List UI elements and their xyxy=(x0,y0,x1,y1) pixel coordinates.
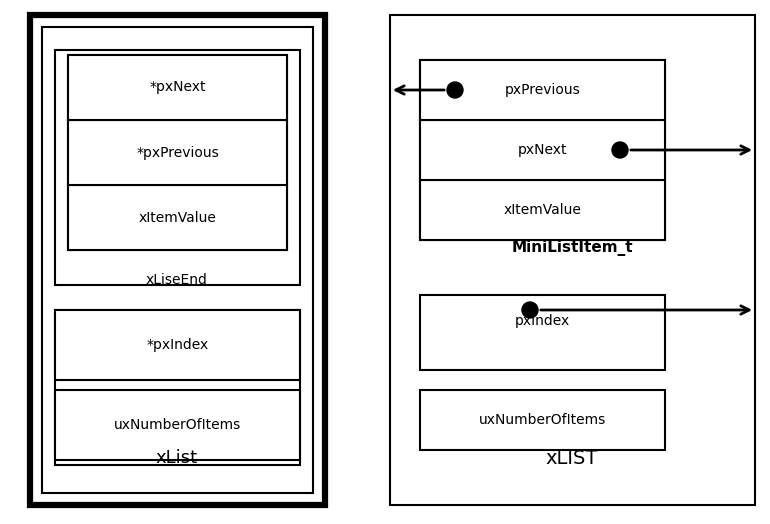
Text: pxNext: pxNext xyxy=(517,143,567,157)
Bar xyxy=(420,60,665,120)
Text: *pxNext: *pxNext xyxy=(149,81,206,94)
Bar xyxy=(55,310,300,380)
Text: pxPrevious: pxPrevious xyxy=(504,83,581,97)
Bar xyxy=(68,120,287,185)
Text: uxNumberOfItems: uxNumberOfItems xyxy=(479,413,606,427)
Circle shape xyxy=(447,82,463,98)
Bar xyxy=(68,55,287,250)
Text: MiniListItem_t: MiniListItem_t xyxy=(511,240,633,256)
Bar xyxy=(420,180,665,240)
Text: xItemValue: xItemValue xyxy=(504,203,581,217)
Text: uxNumberOfItems: uxNumberOfItems xyxy=(114,418,241,432)
Bar xyxy=(68,55,287,120)
Bar xyxy=(420,295,665,370)
Text: *pxPrevious: *pxPrevious xyxy=(136,146,219,159)
Text: *pxIndex: *pxIndex xyxy=(146,338,209,352)
Text: xList: xList xyxy=(156,449,198,467)
Bar xyxy=(420,120,665,180)
Bar xyxy=(390,15,755,505)
Bar xyxy=(30,15,325,505)
Text: xLIST: xLIST xyxy=(546,449,598,467)
Circle shape xyxy=(612,142,628,158)
Bar xyxy=(55,310,300,465)
Bar xyxy=(68,185,287,250)
Bar xyxy=(420,60,665,240)
Text: pxIndex: pxIndex xyxy=(515,314,570,328)
Bar xyxy=(420,390,665,450)
Text: xItemValue: xItemValue xyxy=(139,211,216,224)
Text: xLiseEnd: xLiseEnd xyxy=(146,273,208,287)
Circle shape xyxy=(522,302,538,318)
Bar xyxy=(55,50,300,285)
Bar xyxy=(55,390,300,460)
Bar xyxy=(42,27,313,493)
